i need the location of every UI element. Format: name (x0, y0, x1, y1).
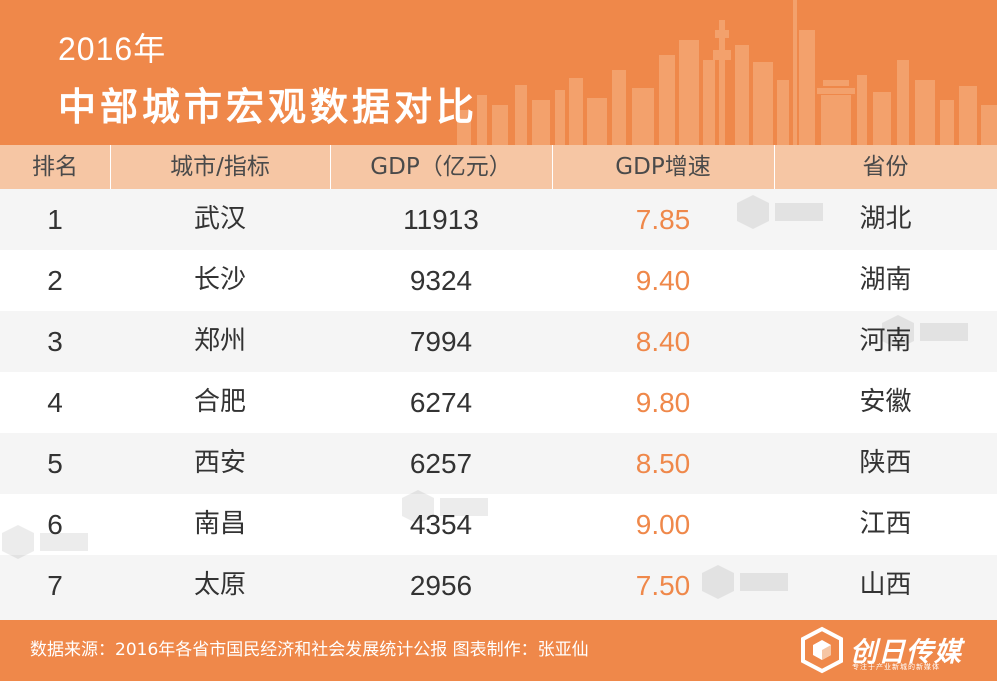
rank-cell: 6 (47, 509, 63, 540)
logo-wordmark: 创日传媒 (850, 637, 962, 668)
column-divider (774, 145, 775, 189)
city-cell: 郑州 (193, 326, 246, 356)
gdp-cell: 2956 (409, 570, 473, 601)
city-cell: 南昌 (193, 509, 246, 539)
city-cell: 太原 (193, 570, 246, 600)
column-header-city: 城市/指标 (170, 154, 270, 180)
source-note: 数据来源：2016年各省市国民经济和社会发展统计公报 图表制作：张亚仙 (30, 640, 589, 660)
footer-bar: 数据来源：2016年各省市国民经济和社会发展统计公报 图表制作：张亚仙 创日传媒… (0, 620, 997, 681)
growth-cell: 9.40 (635, 265, 691, 296)
gdp-cell: 6274 (409, 387, 473, 418)
column-divider (330, 145, 331, 189)
table-row: 2 长沙 9324 9.40 湖南 (0, 250, 997, 311)
gdp-cell: 7994 (409, 326, 473, 357)
province-cell: 山西 (859, 570, 912, 600)
page-title: 中部城市宏观数据对比 (58, 85, 479, 129)
province-cell: 湖南 (859, 265, 912, 295)
rank-cell: 7 (47, 570, 63, 601)
table-header-row: 排名 城市/指标 GDP（亿元） GDP增速 省份 (0, 145, 997, 189)
header-banner: 2016年 中部城市宏观数据对比 (0, 0, 997, 145)
province-cell: 陕西 (859, 448, 912, 478)
table-row: 3 郑州 7994 8.40 河南 (0, 311, 997, 372)
city-cell: 西安 (193, 448, 246, 478)
city-cell: 合肥 (193, 387, 246, 417)
province-cell: 安徽 (859, 387, 912, 417)
city-cell: 长沙 (193, 265, 246, 295)
city-cell: 武汉 (193, 204, 246, 234)
province-cell: 湖北 (859, 204, 912, 234)
growth-cell: 8.50 (635, 448, 691, 479)
column-divider (552, 145, 553, 189)
brand-logo: 创日传媒 专注于产业新城的新媒体 (798, 626, 988, 676)
table-row: 6 南昌 4354 9.00 江西 (0, 494, 997, 555)
growth-cell: 7.50 (635, 570, 691, 601)
gdp-cell: 4354 (409, 509, 473, 540)
province-cell: 河南 (859, 326, 912, 356)
logo-tagline: 专注于产业新城的新媒体 (852, 663, 940, 671)
table-row: 1 武汉 11913 7.85 湖北 (0, 189, 997, 250)
rank-cell: 2 (47, 265, 63, 296)
column-header-gdp: GDP（亿元） (370, 154, 512, 180)
gdp-cell: 11913 (403, 204, 479, 235)
cube-logo-icon (801, 626, 843, 674)
gdp-cell: 6257 (409, 448, 473, 479)
rank-cell: 5 (47, 448, 63, 479)
skyline-illustration (457, 0, 997, 145)
growth-cell: 8.40 (635, 326, 691, 357)
growth-cell: 9.00 (635, 509, 691, 540)
column-header-province: 省份 (862, 154, 909, 180)
rank-cell: 1 (47, 204, 63, 235)
table-row: 5 西安 6257 8.50 陕西 (0, 433, 997, 494)
rank-cell: 4 (47, 387, 63, 418)
column-header-growth: GDP增速 (615, 154, 711, 180)
header-year: 2016年 (58, 31, 167, 67)
province-cell: 江西 (859, 509, 912, 539)
table-row: 7 太原 2956 7.50 山西 (0, 555, 997, 620)
growth-cell: 7.85 (635, 204, 691, 235)
rank-cell: 3 (47, 326, 63, 357)
gdp-cell: 9324 (409, 265, 473, 296)
growth-cell: 9.80 (635, 387, 691, 418)
column-divider (110, 145, 111, 189)
column-header-rank: 排名 (32, 154, 78, 180)
table-row: 4 合肥 6274 9.80 安徽 (0, 372, 997, 433)
